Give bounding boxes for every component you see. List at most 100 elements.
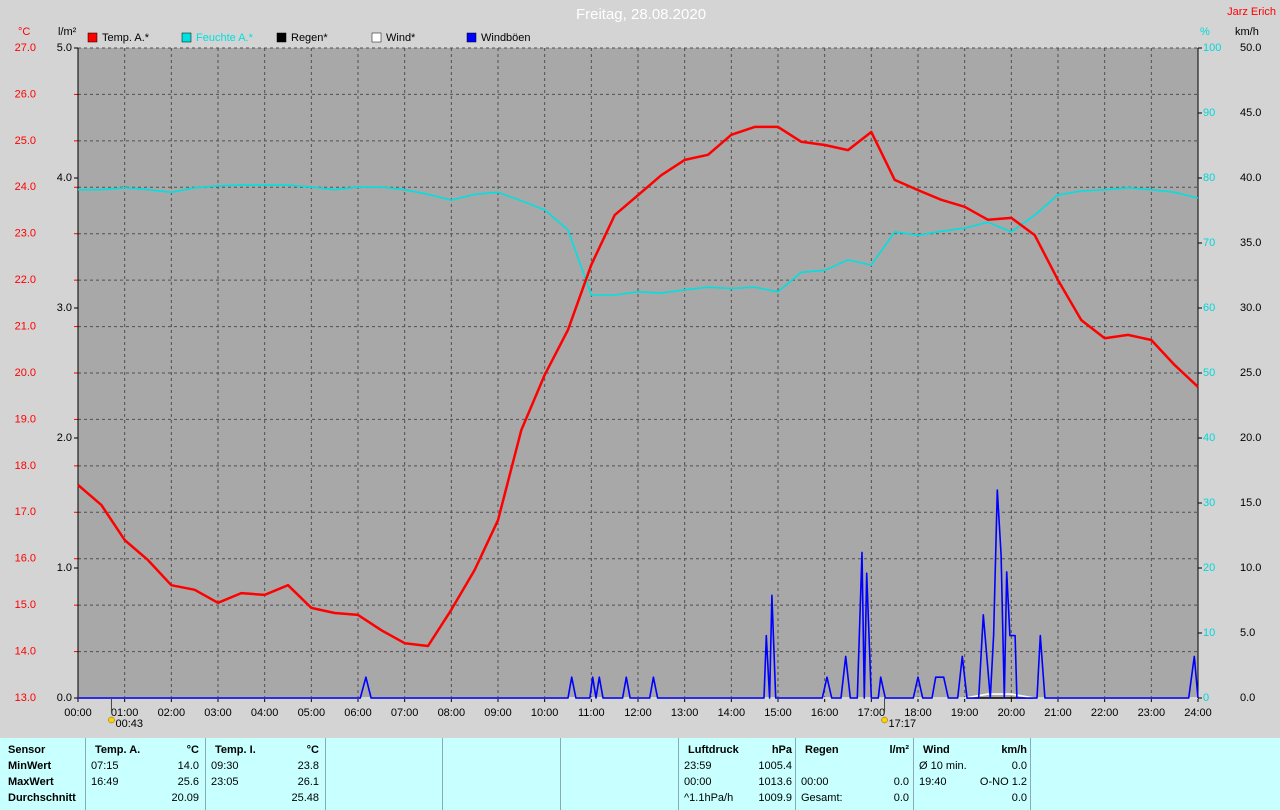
x-tick-label: 16:00: [811, 707, 839, 719]
x-tick-label: 01:00: [111, 707, 139, 719]
axis-unit: °C: [18, 26, 30, 38]
x-tick-label: 06:00: [344, 707, 372, 719]
table-cell: 26.1: [297, 776, 319, 788]
table-cell: 0.0: [893, 792, 909, 804]
y-tick-label: 17.0: [15, 506, 36, 518]
y-tick-label: 15.0: [1240, 497, 1261, 509]
x-tick-label: 11:00: [578, 707, 605, 719]
y-tick-label: 10: [1203, 627, 1215, 639]
legend-swatch: [276, 32, 287, 43]
table-cell: l/m²: [889, 744, 909, 756]
y-tick-label: 30: [1203, 497, 1215, 509]
series-line: [78, 184, 1199, 296]
table-cell: Ø 10 min.: [919, 760, 967, 772]
x-tick-label: 17:00: [858, 707, 886, 719]
y-tick-label: 60: [1203, 302, 1215, 314]
x-tick-label: 20:00: [998, 707, 1026, 719]
y-tick-label: 40.0: [1240, 172, 1261, 184]
column-separator: [678, 738, 679, 810]
y-tick-label: 19.0: [15, 413, 36, 425]
chart: Freitag, 28.08.2020 Jarz Erich 00:00 01:0…: [15, 6, 1276, 730]
x-tick-label: 08:00: [438, 707, 466, 719]
table-cell: Durchschnitt: [8, 792, 76, 804]
x-tick-label: 10:00: [531, 707, 559, 719]
x-tick-label: 03:00: [204, 707, 232, 719]
y-tick-label: 5.0: [57, 42, 72, 54]
sun-icon: [881, 716, 888, 724]
y-tick-label: 24.0: [15, 181, 36, 193]
legend-label: Temp. A.*: [102, 32, 150, 44]
table-cell: 19:40: [919, 776, 947, 788]
y-tick-label: 15.0: [15, 599, 36, 611]
table-cell: Gesamt:: [801, 792, 843, 804]
x-tick-label: 14:00: [718, 707, 746, 719]
x-tick-label: 09:00: [484, 707, 512, 719]
x-tick-label: 15:00: [764, 707, 792, 719]
y-tick-label: 35.0: [1240, 237, 1261, 249]
y-tick-label: 50.0: [1240, 42, 1261, 54]
table-cell: 09:30: [211, 760, 239, 772]
legend-label: Feuchte A.*: [196, 32, 254, 44]
column-separator: [560, 738, 561, 810]
series-line: [77, 125, 1199, 648]
table-cell: 16:49: [91, 776, 119, 788]
table-cell: 25.6: [177, 776, 199, 788]
table-cell: O-NO 1.2: [979, 776, 1027, 788]
y-tick-label: 10.0: [1240, 562, 1261, 574]
y-tick-label: 4.0: [57, 172, 72, 184]
x-tick-label: 07:00: [391, 707, 419, 719]
table-cell: hPa: [771, 744, 792, 756]
y-tick-label: 0.0: [57, 692, 72, 704]
legend-swatch: [371, 32, 382, 43]
y-tick-label: 25.0: [15, 135, 36, 147]
table-cell: Temp. A.: [95, 744, 141, 756]
axis-unit: %: [1200, 26, 1210, 38]
table-cell: Sensor: [8, 744, 46, 756]
sun-icon: [108, 716, 115, 724]
table-cell: 25.48: [291, 792, 319, 804]
table-cell: °C: [306, 744, 319, 756]
x-tick-label: 18:00: [904, 707, 932, 719]
y-tick-label: 26.0: [15, 88, 36, 100]
y-tick-label: 0.0: [1240, 692, 1255, 704]
y-tick-label: 20.0: [1240, 432, 1261, 444]
column-separator: [795, 738, 796, 810]
table-cell: Wind: [923, 744, 950, 756]
table-cell: 1009.9: [758, 792, 792, 804]
y-tick-label: 0: [1203, 692, 1209, 704]
table-cell: 23:05: [211, 776, 239, 788]
y-tick-label: 30.0: [1240, 302, 1261, 314]
x-tick-label: 05:00: [298, 707, 326, 719]
axis-unit: l/m²: [58, 26, 77, 38]
legend-label: Wind*: [386, 32, 416, 44]
y-tick-label: 21.0: [15, 320, 36, 332]
column-separator: [325, 738, 326, 810]
y-tick-label: 20.0: [15, 367, 36, 379]
author: Jarz Erich: [1227, 6, 1276, 18]
x-tick-label: 02:00: [158, 707, 186, 719]
table-cell: 00:00: [801, 776, 829, 788]
x-tick-label: 04:00: [251, 707, 279, 719]
table-cell: 23.8: [297, 760, 319, 772]
x-tick-label: 21:00: [1044, 707, 1072, 719]
table-cell: 00:00: [684, 776, 712, 788]
table-cell: °C: [186, 744, 199, 756]
axis-unit: km/h: [1235, 26, 1259, 38]
y-tick-label: 23.0: [15, 228, 36, 240]
y-tick-label: 27.0: [15, 42, 36, 54]
y-tick-label: 13.0: [15, 692, 36, 704]
y-tick-label: 90: [1203, 107, 1215, 119]
y-tick-label: 16.0: [15, 553, 36, 565]
x-tick-label: 00:00: [64, 707, 92, 719]
table-cell: 20.09: [171, 792, 199, 804]
y-tick-label: 20: [1203, 562, 1215, 574]
x-tick-label: 13:00: [671, 707, 699, 719]
y-tick-label: 45.0: [1240, 107, 1261, 119]
chart-title: Freitag, 28.08.2020: [576, 6, 706, 23]
annotation-label: 00:43: [115, 718, 143, 730]
y-tick-label: 50: [1203, 367, 1215, 379]
x-tick-label: 19:00: [951, 707, 979, 719]
column-separator: [205, 738, 206, 810]
legend-swatch: [87, 32, 98, 43]
table-cell: km/h: [1001, 744, 1027, 756]
